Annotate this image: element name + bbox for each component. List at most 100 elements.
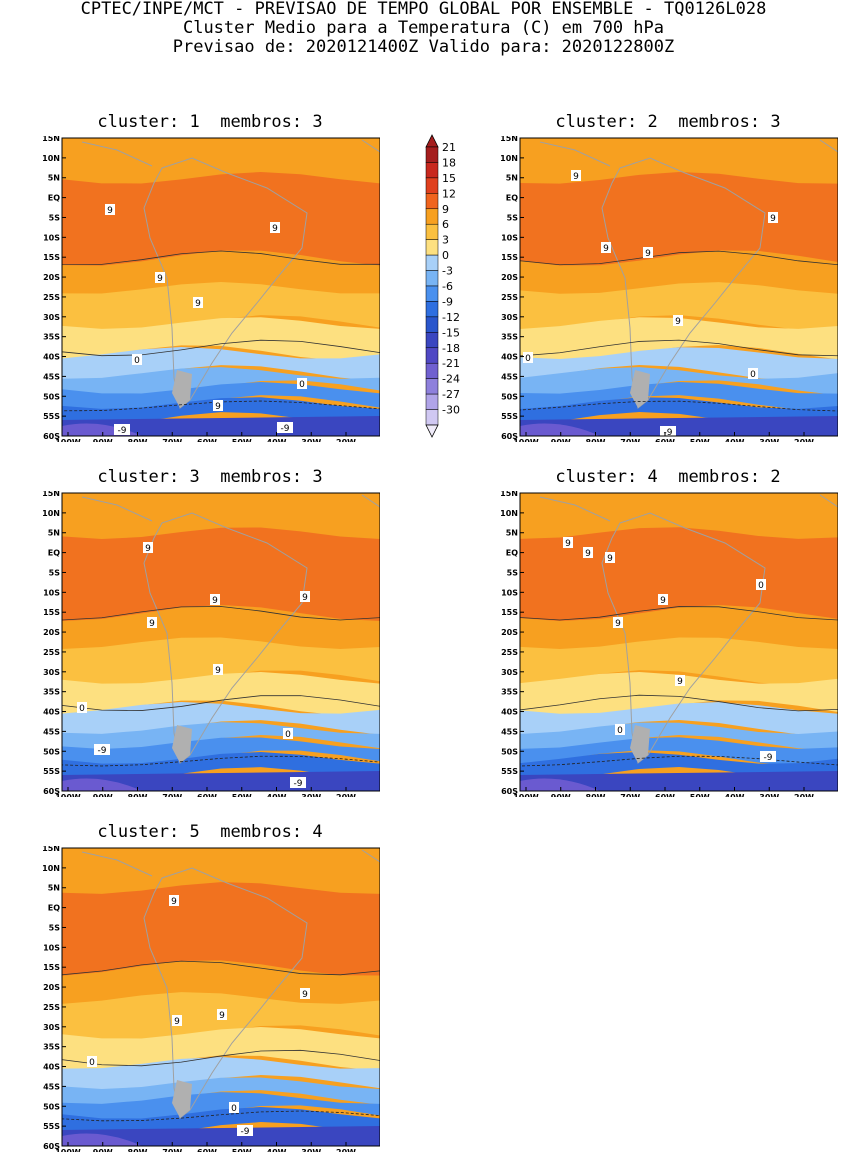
map-frame (61, 847, 380, 1147)
lat-tick-label: 10N (500, 154, 518, 163)
lat-tick-label: 35S (501, 688, 518, 697)
map-frame (61, 137, 380, 437)
contour-label: 9 (675, 317, 681, 327)
cluster-panel-4: cluster: 4 membros: 2 9 9 9 9 9 9 0 0 -9 15N 10N 5N… (498, 467, 838, 797)
contour-label: -9 (764, 753, 773, 763)
colorbar-label: 9 (442, 203, 449, 216)
band-minus6-minus3C (62, 1077, 380, 1106)
band-minus9-minus6C (62, 1092, 380, 1121)
lat-tick-label: 60S (43, 1142, 60, 1151)
contour-label-bg (300, 591, 310, 602)
band-minus15C (62, 416, 380, 436)
contour-minus9C (61, 755, 380, 767)
contour-label: 0 (79, 704, 85, 714)
header-line-1: CPTEC/INPE/MCT - PREVISAO DE TEMPO GLOBA… (80, 0, 767, 19)
lon-tick-label: 80W (128, 1148, 148, 1152)
colorbar-label: -3 (442, 265, 453, 278)
lon-tick-label: 30W (759, 793, 779, 797)
temperature-map: 9 9 9 9 9 0 0 -9 -9 15N 10N 5N EQ 5S 10S 15S 20S 25S 30S 35… (42, 491, 380, 797)
contour-label-bg (615, 724, 625, 735)
lat-tick-label: 20S (43, 628, 60, 637)
lon-tick-label: 90W (551, 793, 571, 797)
contour-label: 9 (215, 402, 221, 412)
lat-tick-label: 35S (43, 1043, 60, 1052)
patagonia-land (630, 725, 650, 763)
band-minus9-minus6C (62, 382, 380, 411)
lat-tick-label: 40S (501, 708, 518, 717)
lon-tick-label: 60W (197, 793, 217, 797)
colorbar-top-arrow (425, 134, 439, 148)
band-3-6C (520, 637, 838, 686)
contour-label-bg (132, 354, 142, 365)
warm-band-9C (520, 527, 838, 621)
central-america-outline (81, 496, 153, 522)
lat-tick-label: 10N (42, 509, 60, 518)
contour-label-bg (768, 212, 778, 223)
lat-tick-label: 55S (501, 767, 518, 776)
contour-label-bg (143, 542, 153, 553)
lat-tick-label: 10N (500, 509, 518, 518)
band-minus9-minus6C (62, 737, 380, 766)
lat-tick-label: 15N (42, 136, 60, 143)
colorbar-label: 18 (442, 156, 456, 169)
colorbar-swatch (425, 362, 439, 379)
lat-tick-label: EQ (506, 194, 518, 203)
contour-minus9C (519, 755, 838, 767)
contour-label: 0 (134, 356, 140, 366)
contour-label: 9 (219, 1011, 225, 1021)
lat-tick-label: 10N (42, 864, 60, 873)
lat-tick-label: 30S (43, 1023, 60, 1032)
contour-minus9C (61, 400, 380, 412)
lat-tick-label: 5S (507, 213, 519, 222)
contour-9C (519, 606, 838, 621)
contour-label-bg (756, 579, 766, 590)
continent-outline (143, 512, 308, 764)
lat-tick-label: 60S (501, 432, 518, 441)
patagonia-land (172, 725, 192, 763)
contour-label-bg (210, 594, 220, 605)
contour-label-bg (297, 378, 307, 389)
contour-label: 9 (565, 539, 571, 549)
band-minus15C (520, 771, 838, 791)
cluster-panel-5: cluster: 5 membros: 4 9 9 9 9 0 0 -9 15N 10N 5N EQ… (40, 822, 380, 1152)
lat-tick-label: 20S (43, 983, 60, 992)
contour-label: 9 (677, 677, 683, 687)
contour-label: 0 (750, 370, 756, 380)
lat-tick-label: 5S (49, 568, 61, 577)
panel-title: cluster: 3 membros: 3 (97, 467, 323, 487)
contour-label-bg (300, 988, 310, 999)
contour-label-bg (237, 1125, 253, 1136)
lat-tick-label: 45S (501, 372, 518, 381)
colorbar-swatch (425, 146, 439, 163)
contour-label-bg (87, 1056, 97, 1067)
lat-tick-label: 10S (501, 588, 518, 597)
central-america-outline (539, 496, 611, 522)
contour-0C (519, 693, 838, 712)
contour-label-bg (193, 297, 203, 308)
contour-0C (61, 1048, 380, 1067)
lat-tick-label: 55S (43, 1122, 60, 1131)
lat-tick-label: 50S (501, 392, 518, 401)
lat-tick-label: 15S (43, 253, 60, 262)
warm-band-9C (62, 882, 380, 976)
colorbar-swatch (425, 208, 439, 225)
lat-tick-label: 25S (501, 648, 518, 657)
lon-tick-label: 30W (301, 1148, 321, 1152)
central-america-outline (81, 851, 153, 877)
colorbar-swatch (425, 254, 439, 271)
figure-header: CPTEC/INPE/MCT - PREVISAO DE TEMPO GLOBA… (0, 0, 847, 57)
lon-tick-label: 40W (267, 1148, 287, 1152)
lon-tick-label: 90W (551, 438, 571, 442)
contour-label: -9 (241, 1127, 250, 1137)
colorbar-label: 6 (442, 218, 449, 231)
lat-tick-label: 30S (43, 313, 60, 322)
contour-label: 9 (174, 1017, 180, 1027)
lat-tick-label: 35S (43, 333, 60, 342)
header-line-2: Cluster Medio para a Temperatura (C) em … (182, 18, 665, 38)
contour-label-bg (172, 1015, 182, 1026)
africa-outline (361, 139, 380, 153)
band-3-6C (520, 282, 838, 331)
band-minus18C (520, 778, 600, 791)
colorbar-label: -15 (442, 326, 460, 339)
lon-tick-label: 30W (301, 793, 321, 797)
